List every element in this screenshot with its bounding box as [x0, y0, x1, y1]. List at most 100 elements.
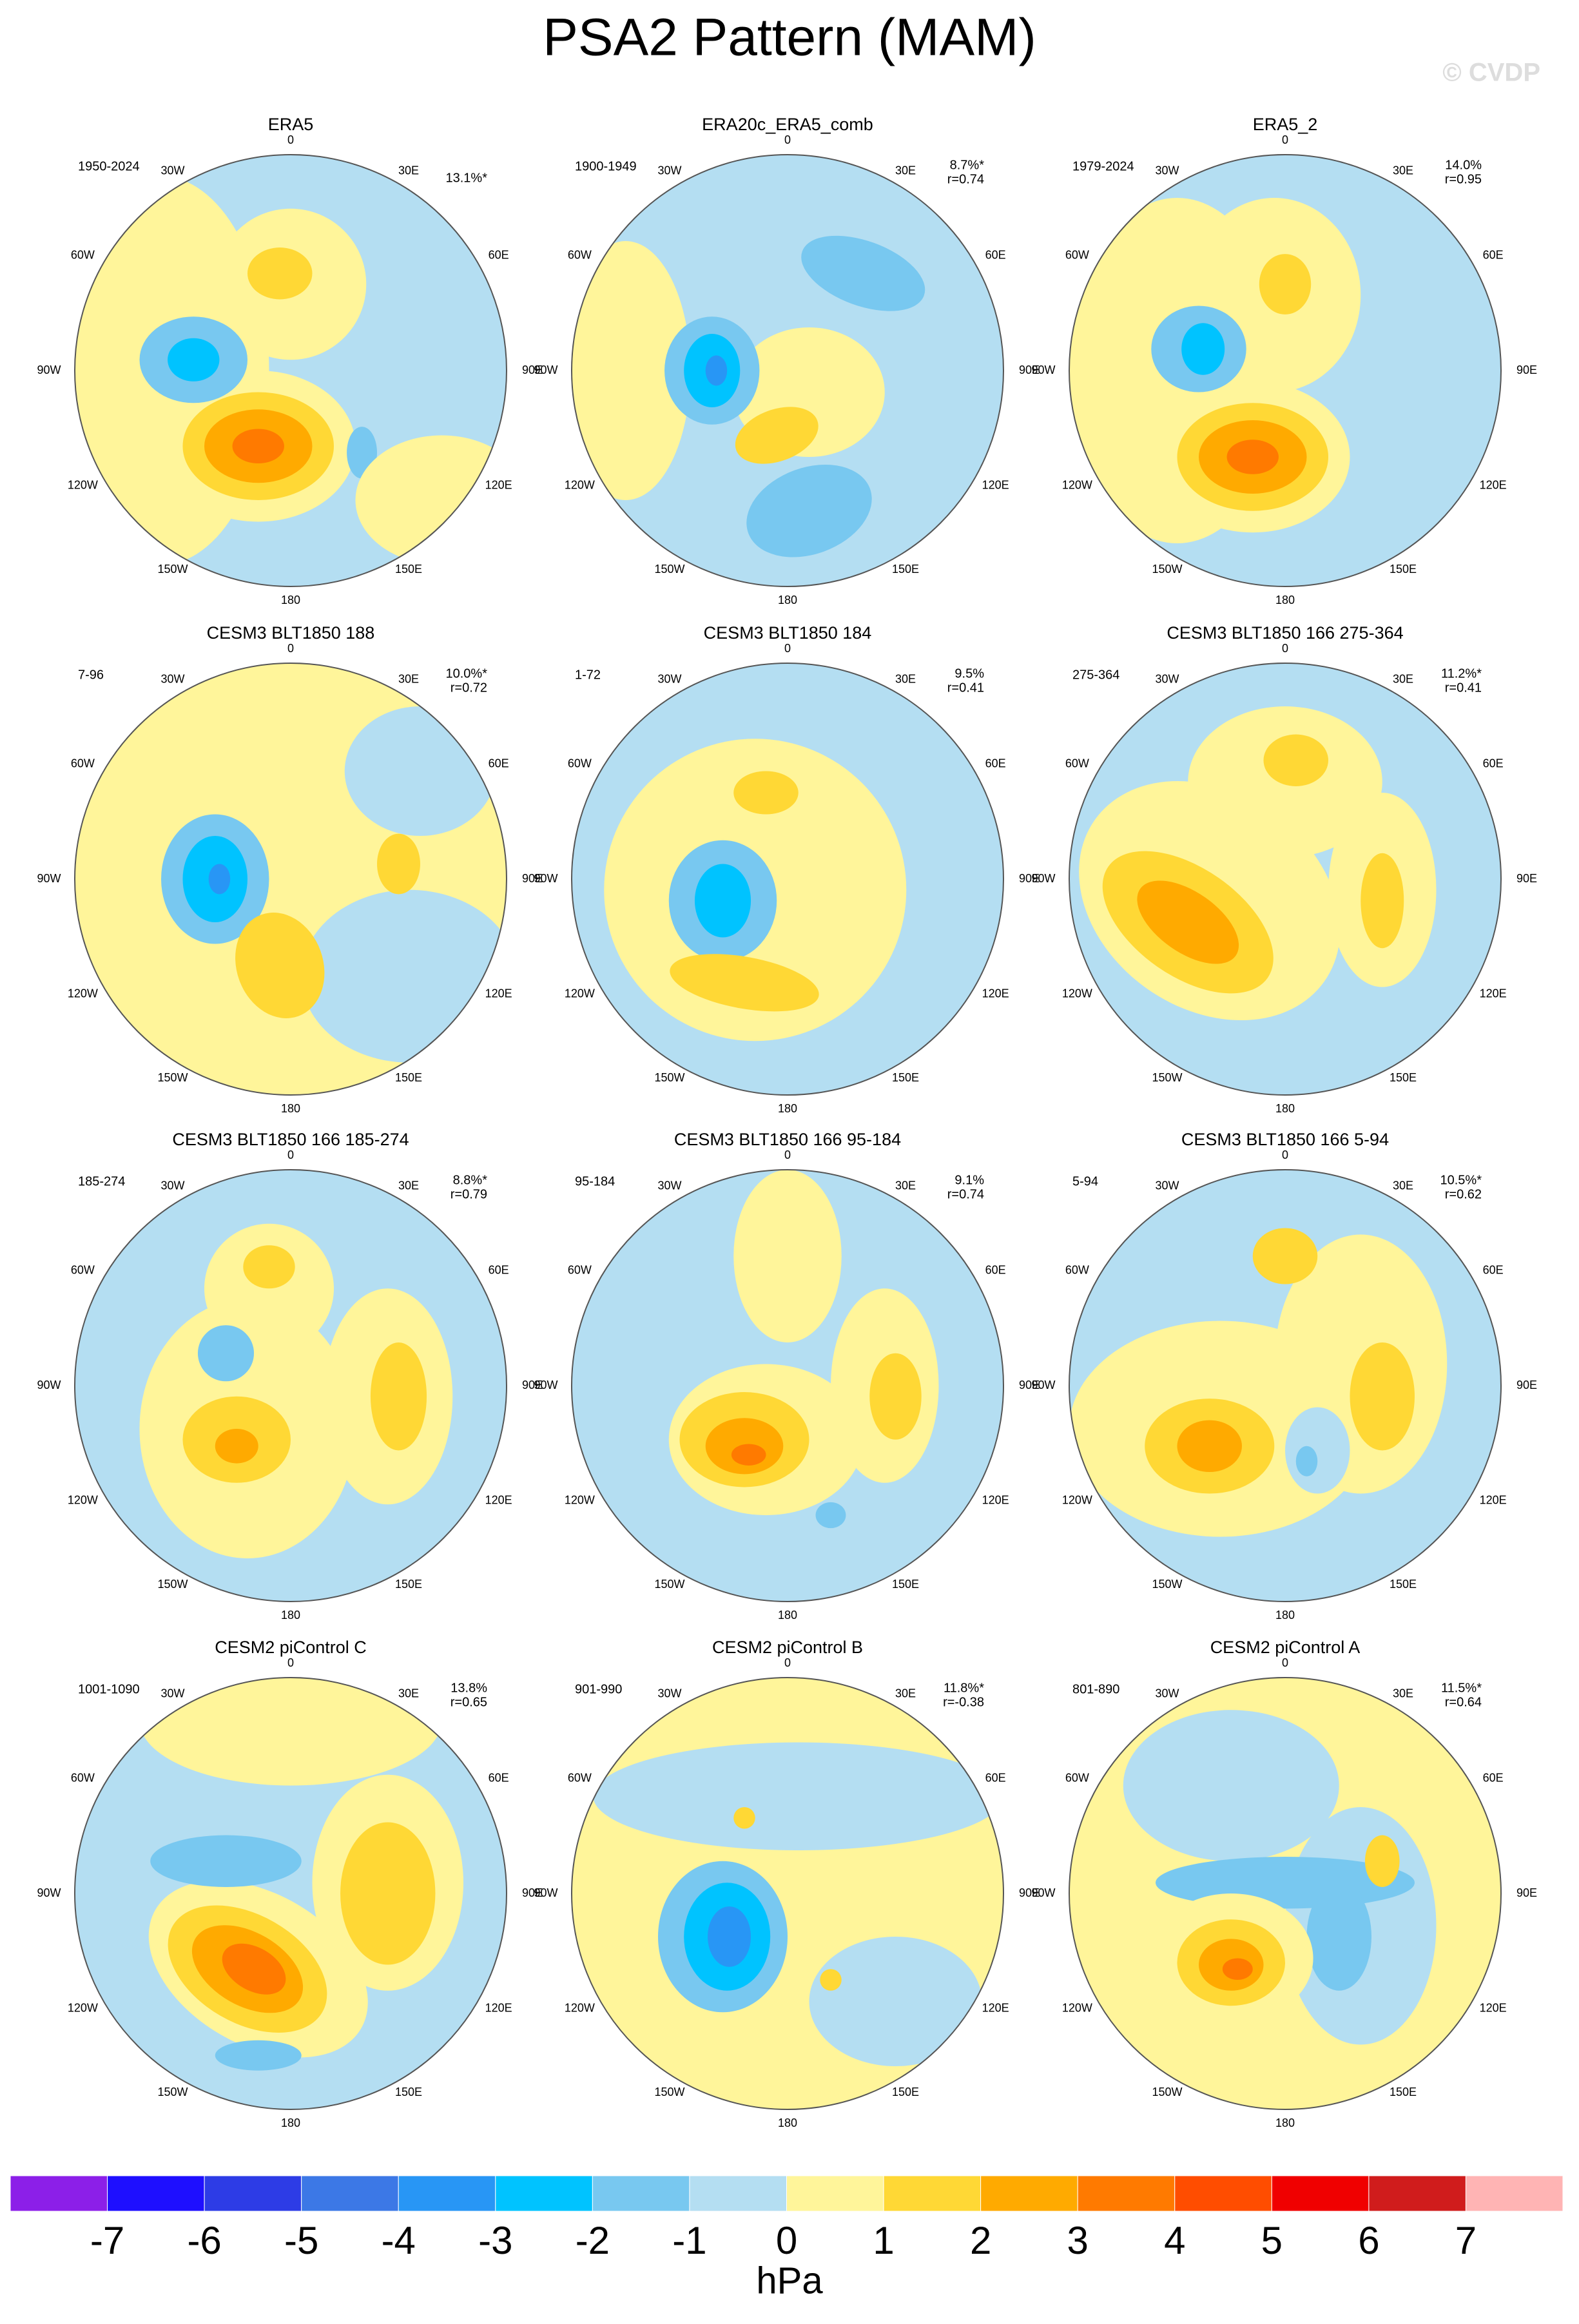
longitude-label: 0	[287, 133, 294, 146]
field-contour	[377, 833, 420, 895]
period-label: 1900-1949	[575, 159, 637, 173]
longitude-label: 150W	[654, 563, 684, 576]
colorbar-tick-label: 0	[776, 2219, 797, 2262]
longitude-label: 120E	[485, 478, 512, 491]
panel-title: ERA20c_ERA5_comb	[702, 115, 873, 134]
map	[75, 663, 507, 1095]
longitude-label: 180	[778, 1102, 797, 1115]
field-contour	[1137, 880, 1239, 964]
longitude-label: 60W	[568, 757, 592, 770]
longitude-label: 90W	[1031, 872, 1055, 885]
longitude-label: 90E	[1516, 872, 1537, 885]
map	[75, 155, 507, 586]
longitude-label: 180	[778, 1609, 797, 1622]
panel-title: CESM2 piControl C	[215, 1638, 367, 1657]
variance-label: 13.1%*	[446, 171, 488, 185]
longitude-label: 60W	[1065, 1771, 1089, 1784]
longitude-label: 30W	[160, 673, 184, 686]
field-contour	[355, 435, 507, 565]
period-label: 5-94	[1072, 1174, 1098, 1188]
longitude-label: 90E	[1516, 1886, 1537, 1899]
panel-title: CESM3 BLT1850 166 95-184	[674, 1130, 901, 1149]
longitude-label: 150E	[395, 1578, 422, 1591]
longitude-label: 60W	[1065, 757, 1089, 770]
map-border	[74, 154, 507, 587]
longitude-label: 60E	[985, 757, 1006, 770]
longitude-label: 60E	[489, 1263, 509, 1276]
variance-label: 11.5%*	[1441, 1681, 1482, 1695]
longitude-label: 30E	[895, 164, 916, 177]
field-contour	[801, 235, 925, 311]
field-contour	[708, 1906, 751, 1967]
longitude-label: 30W	[1155, 1687, 1179, 1700]
longitude-label: 150E	[395, 1071, 422, 1084]
variance-label: 14.0%	[1445, 158, 1482, 172]
longitude-label: 90E	[1019, 872, 1040, 885]
longitude-label: 120W	[565, 478, 595, 491]
map-border	[74, 1169, 507, 1602]
field-contour	[168, 338, 220, 382]
variance-label: 10.5%*	[1440, 1173, 1482, 1187]
longitude-label: 90W	[534, 872, 557, 885]
correlation-label: r=0.74	[947, 172, 984, 186]
longitude-label: 90E	[1019, 1886, 1040, 1899]
panel-title: CESM3 BLT1850 166 185-274	[172, 1130, 409, 1149]
map-border	[1069, 1169, 1502, 1602]
longitude-label: 120W	[565, 987, 595, 1000]
field-contour	[809, 1937, 982, 2066]
variance-label: 10.0%*	[446, 666, 488, 681]
longitude-label: 60E	[1483, 1771, 1504, 1784]
colorbar-box	[204, 2175, 302, 2212]
longitude-label: 120E	[982, 478, 1009, 491]
longitude-label: 0	[784, 1148, 791, 1161]
map	[572, 663, 1003, 1095]
longitude-label: 30W	[1155, 1179, 1179, 1192]
field-contour	[705, 355, 728, 386]
map	[1069, 663, 1501, 1095]
longitude-label: 30E	[895, 1687, 916, 1700]
field-contour	[1222, 1958, 1253, 1980]
longitude-label: 60E	[489, 757, 509, 770]
field-contour	[1364, 1835, 1400, 1887]
watermark: © CVDP	[1442, 59, 1540, 87]
panel-title: CESM3 BLT1850 166 275-364	[1167, 623, 1403, 643]
variance-label: 11.2%*	[1441, 666, 1482, 681]
field-contour	[208, 864, 231, 895]
longitude-label: 150E	[1390, 1071, 1417, 1084]
longitude-label: 90E	[522, 872, 543, 885]
longitude-label: 0	[1282, 133, 1288, 146]
correlation-label: r=0.64	[1445, 1695, 1482, 1709]
correlation-label: r=0.62	[1445, 1187, 1482, 1201]
longitude-label: 90W	[534, 363, 557, 376]
colorbar-tick-label: 2	[970, 2219, 991, 2262]
longitude-label: 120E	[1480, 987, 1507, 1000]
field-contour	[746, 465, 872, 557]
longitude-label: 60E	[1483, 757, 1504, 770]
longitude-label: 150W	[654, 1071, 684, 1084]
field-contour	[735, 407, 819, 464]
colorbar-tick-label: -5	[284, 2219, 318, 2262]
longitude-label: 150W	[1152, 1578, 1182, 1591]
colorbar-box	[1077, 2175, 1176, 2212]
longitude-label: 60W	[71, 1771, 95, 1784]
correlation-label: r=0.65	[450, 1695, 487, 1709]
field-contour	[815, 1502, 846, 1529]
map	[1069, 1170, 1501, 1602]
longitude-label: 90W	[1031, 1886, 1055, 1899]
map-border	[1069, 154, 1502, 587]
longitude-label: 60W	[1065, 1263, 1089, 1276]
longitude-label: 0	[784, 1656, 791, 1669]
correlation-label: r=0.72	[450, 681, 487, 695]
map-border	[571, 663, 1004, 1096]
variance-label: 11.8%*	[944, 1681, 984, 1695]
period-label: 95-184	[575, 1174, 615, 1188]
colorbar-tick-label: -1	[672, 2219, 706, 2262]
longitude-label: 30W	[1155, 164, 1179, 177]
field-contour	[1350, 1342, 1415, 1451]
longitude-label: 60E	[1483, 248, 1504, 261]
colorbar-tick-label: 1	[873, 2219, 894, 2262]
longitude-label: 30E	[398, 1179, 419, 1192]
longitude-label: 90W	[534, 1379, 557, 1391]
colorbar-tick-label: 4	[1164, 2219, 1185, 2262]
